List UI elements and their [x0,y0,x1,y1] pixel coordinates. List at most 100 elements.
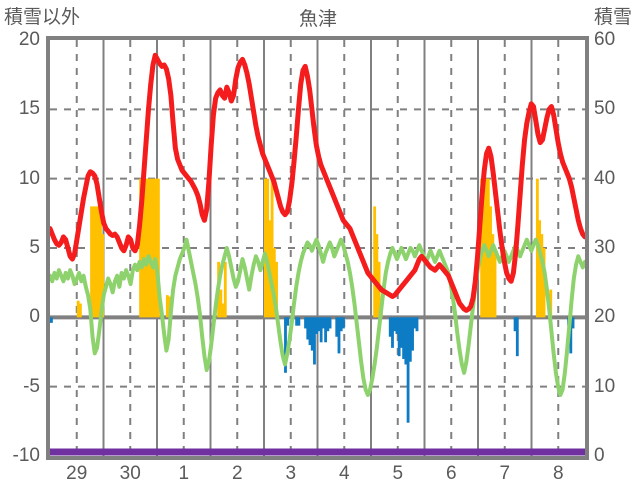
y-tick-left-neg5: -5 [23,375,40,397]
snowfall-bar [313,317,316,365]
precip-bar [94,206,98,318]
snowfall-bar [335,317,339,337]
precip-bar [540,234,544,318]
plot-inner [50,40,585,456]
snowfall-bar [413,317,417,329]
snow-depth-line [50,237,585,397]
snowfall-bar [395,317,399,334]
precip-bar [538,220,542,318]
snowfall-bar [50,317,53,323]
snowfall-bar [391,317,394,348]
x-tick-3: 3 [285,463,297,484]
temperature-line [50,52,585,313]
y-tick-right-10: 10 [594,375,616,397]
y-tick-left-15: 15 [18,98,40,120]
snowfall-bar [326,317,330,332]
right-axis-title: 積雪 [593,7,632,28]
snowfall-bar [406,317,410,423]
precip-bar [270,178,274,318]
precip-bar [486,178,490,318]
snowfall-bar [324,317,328,343]
left-axis-title: 積雪以外 [4,7,81,28]
snowfall-bar [304,317,307,329]
y-tick-right-40: 40 [594,167,616,189]
x-tick-6: 6 [445,463,457,484]
precip-bar [141,178,145,318]
snowfall-bar [310,317,314,351]
precip-bar [221,303,225,318]
y-tick-right-60: 60 [594,29,616,50]
snowfall-bar [315,317,319,334]
x-tick-4: 4 [338,463,350,484]
snowfall-bar [337,317,341,354]
snowfall-bar [286,317,290,326]
snowfall-bar [319,317,323,343]
precip-bar [272,248,276,318]
y-tick-left-10: 10 [18,167,40,189]
precip-bar [275,261,278,318]
snowfall-bar [397,317,401,357]
precip-bar [375,234,379,318]
y-tick-left-0: 0 [29,306,40,328]
snowfall-bar [399,317,403,348]
precip-bar [489,206,492,318]
x-tick-2: 2 [231,463,243,484]
precip-bar [266,178,270,318]
snowfall-bar [321,317,325,329]
snowfall-bar [393,317,397,332]
precip-bar [143,178,147,318]
precip-bar [96,206,100,318]
x-tick-8: 8 [552,463,564,484]
y-tick-right-20: 20 [594,306,616,328]
snowfall-bar [328,317,332,329]
precip-bar [150,178,154,318]
precip-bar [154,178,158,318]
page-title: 魚津 [298,9,337,30]
x-tick-1: 1 [178,463,190,484]
x-tick-5: 5 [392,463,404,484]
snowfall-bar [295,317,299,326]
precip-bar [92,206,96,318]
chart-canvas [50,40,585,456]
precip-bar [219,289,223,318]
snowfall-bar [411,317,414,351]
y-tick-right-0: 0 [594,445,605,466]
precip-bar [493,248,497,318]
precip-bar [90,206,93,318]
plot-area [46,36,589,460]
precip-bar [373,206,377,318]
precip-bar [549,289,553,318]
snowfall-bar [388,317,392,337]
y-tick-right-30: 30 [594,237,616,258]
precip-bar [78,303,82,318]
snowfall-bar [284,317,287,373]
x-tick-7: 7 [499,463,511,484]
precip-bar [223,261,227,318]
precip-bar [157,178,160,318]
snowfall-bar [342,317,345,329]
y-tick-left-5: 5 [29,237,40,258]
precip-bar [165,295,169,318]
precip-bar [148,178,151,318]
x-tick-30: 30 [119,463,141,484]
precip-bar [264,178,267,318]
y-tick-left-20: 20 [18,29,40,50]
snowfall-bar [297,317,301,326]
precip-bar [491,234,495,318]
snowfall-bar [402,317,406,359]
snowfall-bar [571,317,575,329]
precip-bar [145,178,149,318]
snowfall-bar [339,317,343,332]
precip-bar [76,300,80,318]
snowfall-bar [404,317,408,365]
snowfall-bar [317,317,321,332]
snowfall-bar [569,317,573,354]
precip-bar [152,178,156,318]
y-tick-left-neg10: -10 [12,445,40,466]
precip-bar [101,234,105,318]
snowfall-bar [408,317,412,362]
y-tick-right-50: 50 [594,98,616,120]
snowfall-bar [515,317,519,357]
precip-bar [99,206,102,318]
